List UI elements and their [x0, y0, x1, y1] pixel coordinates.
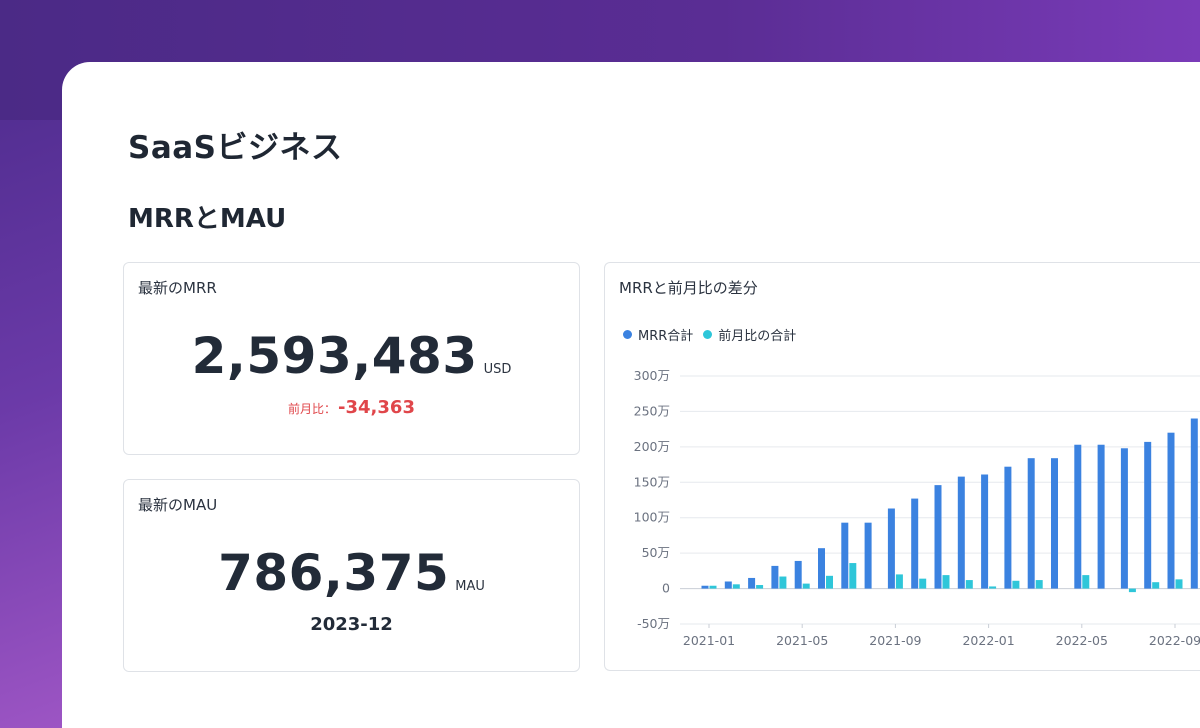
bar-delta — [942, 575, 950, 589]
bar-mrr — [818, 548, 825, 589]
bar-delta — [756, 585, 764, 589]
legend-label-delta: 前月比の合計 — [718, 329, 797, 344]
bar-mrr — [1120, 448, 1128, 589]
bar-mrr — [934, 485, 942, 589]
mrr-bar-chart: 300万 250万 200万 150万 100万 50万 0 -50万 2021-01 2021-… — [634, 368, 1200, 648]
mrr-chart-card: MRRと前月比の差分 MRR合計 前月比の合計 300万 250万 200万 150万… — [604, 262, 1200, 671]
bar-delta — [1082, 575, 1090, 589]
mau-value-row: 786,375 MAU — [124, 544, 579, 602]
bar-mrr — [1004, 466, 1012, 589]
bar-mrr — [1167, 432, 1175, 589]
bar-delta — [989, 586, 997, 589]
x-tick-label: 2021-05 — [776, 633, 828, 648]
bar-mrr — [1027, 458, 1035, 589]
mau-value: 786,375 — [218, 544, 450, 602]
y-tick-label: 200万 — [634, 439, 670, 454]
bar-delta — [919, 578, 927, 589]
bar-delta — [709, 585, 717, 589]
bar-mrr — [1190, 418, 1198, 589]
mrr-value-row: 2,593,483 USD — [124, 327, 579, 385]
mau-card: 最新のMAU 786,375 MAU 2023-12 — [123, 479, 580, 672]
legend-item-mrr[interactable]: MRR合計 — [623, 325, 693, 344]
bar-mrr — [887, 508, 895, 589]
x-tick-label: 2022-05 — [1056, 633, 1108, 648]
x-tick-label: 2021-09 — [869, 633, 921, 648]
bar-delta — [849, 563, 857, 589]
mrr-delta-row: 前月比： -34,363 — [124, 397, 579, 418]
bar-mrr — [1074, 444, 1082, 589]
x-tick-label: 2022-09 — [1149, 633, 1200, 648]
bar-delta — [895, 574, 903, 589]
bar-mrr — [841, 522, 849, 589]
bar-mrr — [748, 577, 756, 589]
bar-delta — [1035, 580, 1043, 589]
chart-legend: MRR合計 前月比の合計 — [623, 325, 806, 344]
bar-delta — [826, 575, 833, 589]
legend-label-mrr: MRR合計 — [638, 329, 694, 344]
bar-delta — [1152, 582, 1160, 589]
page-title: SaaSビジネス — [128, 130, 343, 166]
bar-delta — [1012, 580, 1020, 589]
mrr-delta-label: 前月比： — [288, 402, 337, 416]
mrr-card: 最新のMRR 2,593,483 USD 前月比： -34,363 — [123, 262, 580, 455]
x-tick-label: 2021-01 — [683, 633, 735, 648]
bar-delta — [965, 580, 973, 589]
x-tick-label: 2022-01 — [962, 633, 1014, 648]
bar-delta — [1128, 588, 1136, 593]
y-tick-label: 300万 — [634, 368, 670, 383]
bar-mrr — [911, 498, 919, 589]
y-tick-label: -50万 — [637, 616, 670, 631]
y-tick-label: 50万 — [642, 545, 670, 560]
bar-mrr — [794, 560, 802, 589]
bar-mrr — [1144, 441, 1152, 589]
bar-mrr — [1051, 458, 1058, 589]
bar-mrr — [864, 522, 872, 589]
y-tick-label: 150万 — [634, 474, 670, 489]
y-tick-label: 100万 — [634, 510, 670, 525]
section-title: MRRとMAU — [128, 204, 287, 234]
mau-card-label: 最新のMAU — [138, 496, 218, 514]
mrr-delta-value: -34,363 — [338, 397, 415, 418]
bar-mrr — [724, 581, 732, 589]
chart-title: MRRと前月比の差分 — [619, 279, 758, 297]
mrr-card-label: 最新のMRR — [138, 279, 217, 297]
mrr-value: 2,593,483 — [191, 327, 478, 385]
bar-mrr — [957, 476, 965, 589]
legend-dot-mrr — [623, 330, 632, 339]
legend-item-delta[interactable]: 前月比の合計 — [703, 325, 796, 344]
legend-dot-delta — [703, 330, 713, 339]
bar-mrr — [701, 585, 709, 589]
bar-mrr — [771, 565, 779, 589]
bar-delta — [732, 584, 740, 589]
mrr-unit: USD — [483, 362, 512, 377]
bar-mrr — [1097, 444, 1105, 589]
mau-date: 2023-12 — [310, 614, 393, 635]
mau-unit: MAU — [455, 579, 485, 594]
bar-delta — [779, 576, 787, 589]
bar-mrr — [981, 474, 989, 589]
bar-delta — [802, 583, 810, 589]
y-tick-label: 250万 — [634, 403, 670, 418]
bar-delta — [1175, 579, 1183, 589]
y-tick-label: 0 — [662, 581, 670, 596]
